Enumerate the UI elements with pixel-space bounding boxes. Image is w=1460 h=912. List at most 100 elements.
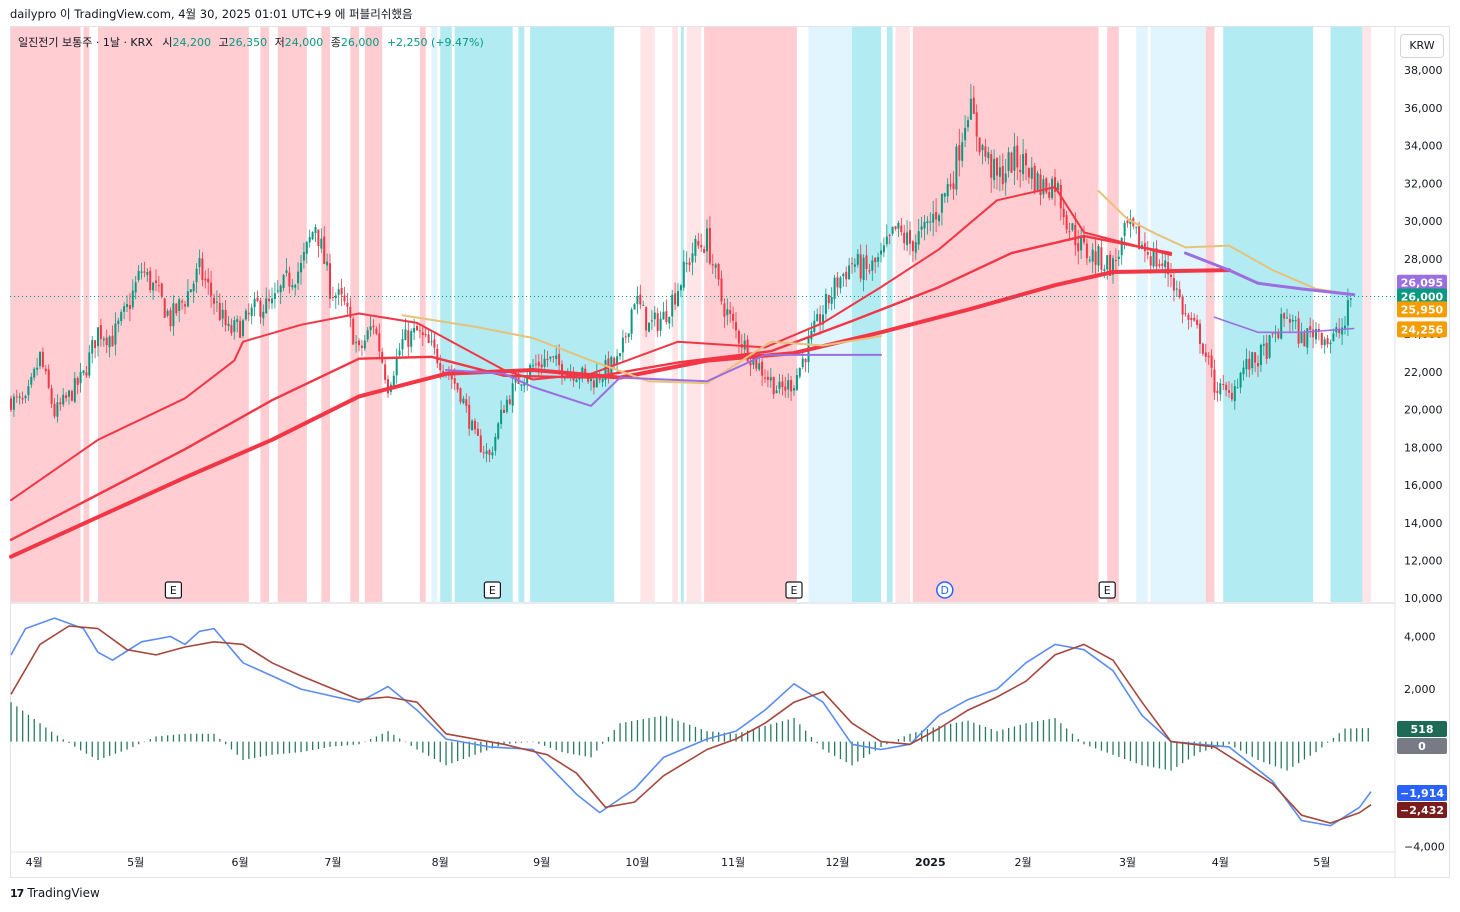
candle-body bbox=[358, 340, 360, 346]
candle-body bbox=[877, 257, 880, 262]
macd-histogram-bar bbox=[1077, 739, 1079, 742]
macd-histogram-bar bbox=[370, 739, 372, 742]
candle-body bbox=[1286, 317, 1288, 319]
macd-histogram-bar bbox=[439, 741, 441, 763]
macd-histogram-bar bbox=[468, 741, 470, 757]
price-tick-label: 14,000 bbox=[1404, 517, 1443, 530]
candle-body bbox=[155, 280, 157, 283]
author-name[interactable]: dailypro bbox=[10, 7, 57, 21]
candle-body bbox=[532, 365, 534, 367]
macd-histogram-bar bbox=[1303, 741, 1306, 760]
candle-body bbox=[442, 371, 445, 374]
candle-body bbox=[369, 326, 372, 331]
macd-line bbox=[10, 617, 1372, 827]
candle-body bbox=[59, 402, 62, 405]
candle-body bbox=[996, 158, 998, 176]
candle-body bbox=[1158, 264, 1161, 266]
macd-histogram-bar bbox=[671, 718, 673, 742]
price-badge-label: 26,095 bbox=[1401, 277, 1443, 290]
candle-body bbox=[70, 391, 73, 401]
candles bbox=[10, 83, 1352, 463]
candle-body bbox=[639, 294, 642, 305]
candle-body bbox=[755, 354, 758, 369]
candle-body bbox=[253, 298, 256, 308]
macd-histogram-bar bbox=[167, 735, 169, 742]
macd-histogram-bar bbox=[1158, 741, 1161, 769]
candle-body bbox=[706, 228, 708, 252]
candle-body bbox=[1178, 289, 1181, 298]
candle-body bbox=[314, 227, 317, 234]
candle-body bbox=[1187, 314, 1190, 320]
candle-body bbox=[816, 314, 819, 322]
candle-body bbox=[1004, 173, 1007, 183]
candle-body bbox=[1303, 333, 1306, 347]
candle-body bbox=[798, 367, 801, 377]
change-value: +2,250 (+9.47%) bbox=[386, 36, 484, 49]
candle-body bbox=[1268, 335, 1271, 358]
macd-histogram-bar bbox=[219, 739, 221, 742]
currency-button[interactable]: KRW bbox=[1400, 34, 1444, 58]
candle-body bbox=[784, 386, 787, 391]
macd-histogram-bar bbox=[694, 726, 697, 742]
candle-body bbox=[1216, 390, 1219, 393]
macd-histogram-bar bbox=[103, 741, 105, 758]
macd-histogram-bar bbox=[538, 741, 540, 744]
candle-body bbox=[543, 358, 546, 367]
candle-body bbox=[549, 356, 552, 359]
candle-body bbox=[256, 297, 259, 302]
macd-histogram-bar bbox=[364, 741, 366, 743]
candle-body bbox=[1109, 254, 1112, 276]
macd-histogram-bar bbox=[648, 717, 650, 742]
candle-body bbox=[648, 322, 650, 332]
earnings-marker-icon bbox=[483, 581, 501, 599]
macd-histogram-bar bbox=[462, 741, 465, 759]
candle-body bbox=[39, 351, 41, 367]
candle-body bbox=[764, 377, 766, 379]
macd-histogram-bar bbox=[700, 729, 702, 742]
candle-body bbox=[505, 399, 508, 412]
macd-histogram-bar bbox=[317, 741, 320, 749]
candle-body bbox=[1068, 231, 1071, 233]
macd-histogram-bar bbox=[903, 736, 905, 742]
macd-histogram-bar bbox=[451, 741, 453, 764]
candle-body bbox=[537, 361, 540, 367]
macd-histogram-bar bbox=[979, 724, 981, 742]
macd-histogram-bar bbox=[799, 724, 801, 742]
candle-body bbox=[961, 142, 964, 161]
candle-body bbox=[714, 264, 717, 268]
macd-histogram-bar bbox=[631, 721, 633, 742]
candle-body bbox=[401, 338, 404, 350]
candle-body bbox=[920, 226, 923, 230]
candle-body bbox=[624, 336, 627, 338]
candle-body bbox=[761, 361, 764, 376]
candle-body bbox=[471, 420, 474, 431]
symbol-legend: 일진전기 보통주 · 1날 · KRX 시24,200 고26,350 저24,… bbox=[18, 34, 484, 50]
candle-body bbox=[300, 262, 302, 273]
candle-body bbox=[946, 184, 949, 197]
regime-zone bbox=[260, 27, 270, 602]
candle-body bbox=[50, 388, 53, 404]
symbol-name[interactable]: 일진전기 보통주 · 1날 · KRX bbox=[18, 36, 153, 49]
macd-histogram-bar bbox=[967, 720, 969, 742]
price-badge bbox=[1397, 288, 1447, 305]
candle-body bbox=[79, 372, 82, 384]
candle-body bbox=[975, 112, 978, 137]
candle-body bbox=[384, 364, 387, 380]
candle-body bbox=[1291, 319, 1294, 322]
candle-body bbox=[909, 230, 911, 244]
candle-body bbox=[987, 152, 990, 159]
candle-body bbox=[726, 309, 729, 316]
tradingview-logo[interactable]: 17 TradingView bbox=[10, 886, 100, 900]
candle-body bbox=[24, 395, 27, 399]
macd-histogram-bar bbox=[793, 717, 795, 742]
candle-body bbox=[1193, 317, 1196, 321]
candle-body bbox=[1170, 274, 1172, 278]
candle-body bbox=[366, 330, 369, 340]
candle-body bbox=[1320, 332, 1323, 346]
macd-histogram-bar bbox=[897, 739, 900, 742]
candle-body bbox=[801, 358, 804, 368]
macd-histogram-bar bbox=[1129, 741, 1132, 762]
candle-body bbox=[1225, 384, 1228, 391]
macd-histogram-bar bbox=[1182, 741, 1184, 764]
